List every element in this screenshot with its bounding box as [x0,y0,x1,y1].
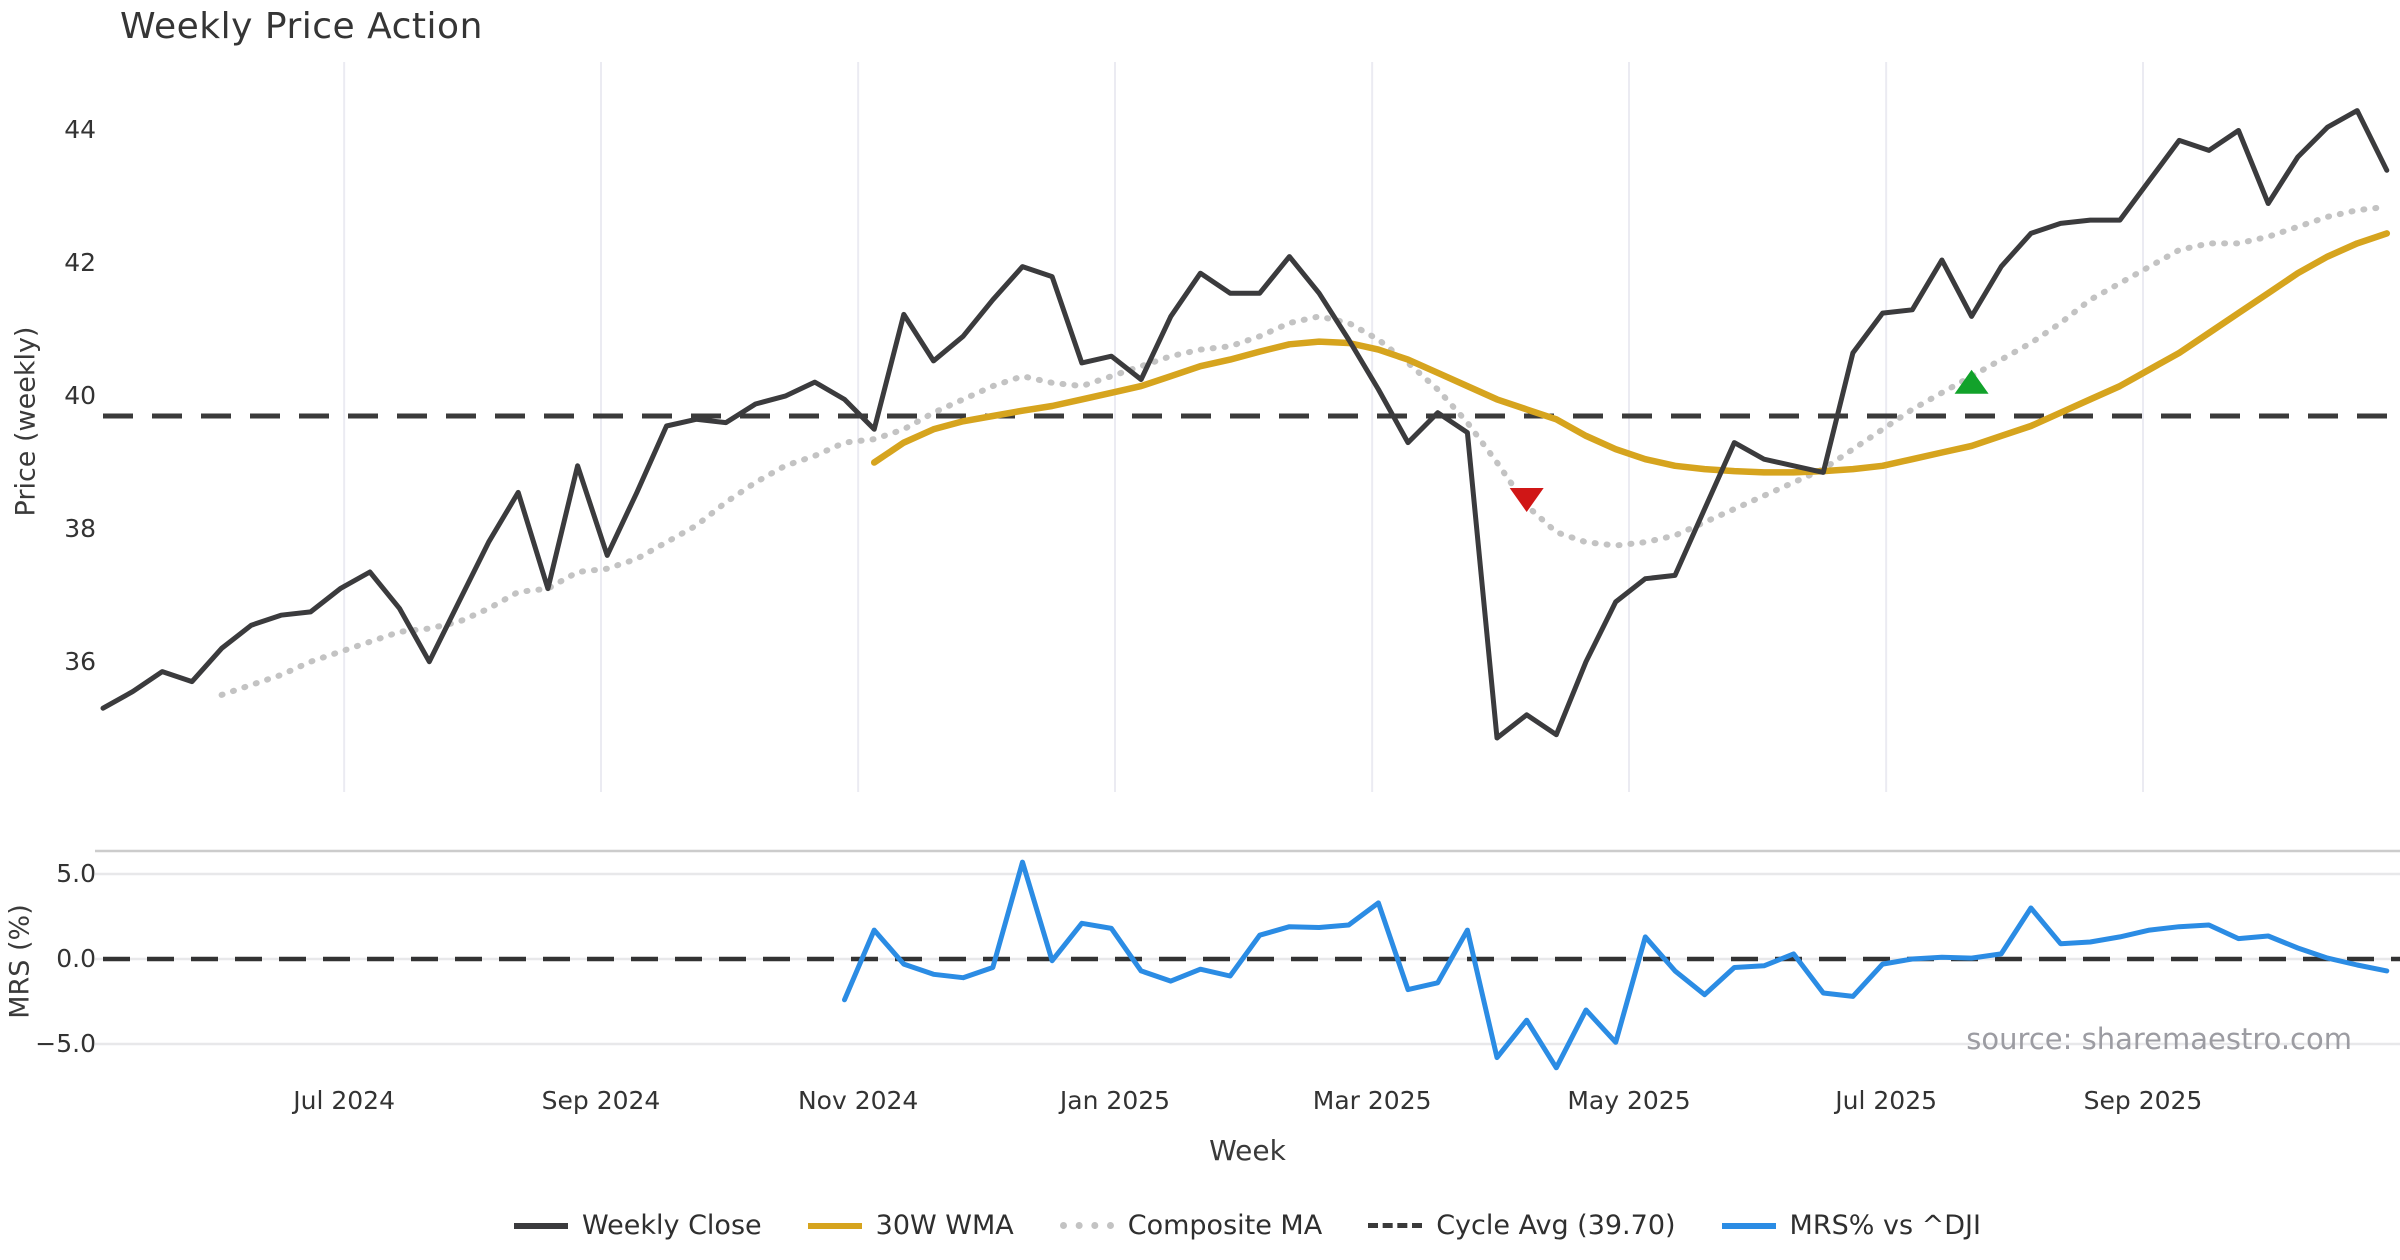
y-tick-label-mrs: −5.0 [35,1029,96,1058]
source-credit: source: sharemaestro.com [1966,1022,2352,1056]
legend-label: Composite MA [1127,1210,1323,1241]
x-axis-title: Week [1209,1134,1286,1167]
legend-item-30w-wma: 30W WMA [807,1210,1014,1241]
weekly-close-line [100,108,2390,741]
y-tick-label-price: 42 [64,248,96,278]
weekly-close-line-icon [514,1222,569,1229]
y-tick-label-mrs: 5.0 [56,859,96,888]
cycle-avg-line-icon [1368,1223,1423,1228]
mrs-line [842,859,2390,1071]
buy-signal-marker [1954,369,1989,394]
legend-item-cycle-avg: Cycle Avg (39.70) [1368,1210,1676,1241]
x-tick-label: Jan 2025 [1059,1086,1171,1115]
legend-label: MRS% vs ^DJI [1789,1210,1981,1241]
wma-line [870,230,2391,476]
x-tick-label: Jul 2024 [293,1086,395,1115]
x-tick-label: Sep 2025 [2083,1086,2203,1115]
legend: Weekly Close 30W WMA Composite MA Cycle … [95,1210,2400,1241]
legend-item-composite-ma: Composite MA [1059,1210,1323,1241]
composite-ma-line [218,203,2390,698]
mrs-line-icon [1721,1222,1776,1229]
x-tick-label: Mar 2025 [1312,1086,1432,1115]
x-tick-label: May 2025 [1567,1086,1691,1115]
y-tick-label-price: 36 [64,646,96,676]
legend-label: Weekly Close [582,1210,762,1241]
chart-title: Weekly Price Action [120,6,483,47]
y-tick-label-mrs: 0.0 [56,944,96,973]
x-tick-label: Nov 2024 [797,1086,919,1115]
sell-signal-marker [1509,488,1544,512]
legend-label: 30W WMA [875,1210,1014,1241]
y-tick-label-price: 44 [64,115,96,145]
legend-item-weekly-close: Weekly Close [514,1210,762,1241]
y-axis-title-price: Price (weekly) [10,326,42,517]
x-tick-label: Jul 2025 [1835,1086,1938,1115]
x-tick-label: Sep 2024 [541,1086,661,1115]
composite-ma-line-icon [1059,1222,1114,1229]
wma-line-icon [807,1222,862,1229]
y-tick-label-price: 38 [64,513,96,543]
legend-item-mrs: MRS% vs ^DJI [1721,1210,1981,1241]
legend-label: Cycle Avg (39.70) [1436,1210,1676,1241]
y-tick-label-price: 40 [64,381,96,411]
